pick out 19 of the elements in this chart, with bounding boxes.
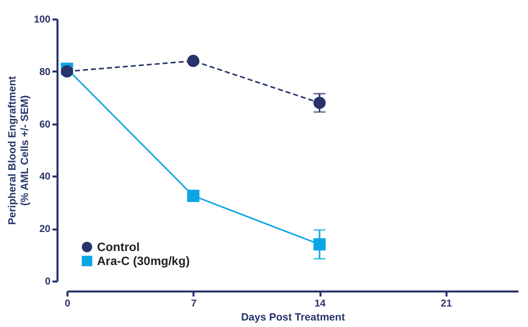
point: [187, 54, 200, 68]
y-tick-label: 40: [39, 172, 51, 183]
point: [60, 65, 74, 78]
point: [187, 190, 200, 202]
x-tick-label: 14: [314, 298, 326, 310]
y-tick-label: 0: [44, 276, 51, 288]
legend-label: Control: [97, 240, 140, 254]
y-tick-label: 60: [39, 119, 51, 130]
y-tick-label: 100: [34, 14, 51, 26]
point: [313, 238, 326, 250]
x-tick-label: 21: [440, 298, 452, 310]
legend-label: Ara-C (30mg/kg): [97, 254, 190, 268]
point: [313, 96, 326, 109]
y-tick-label: 80: [39, 66, 51, 78]
y-tick-label: 20: [39, 224, 51, 236]
x-tick-label: 7: [191, 298, 197, 310]
y-axis-title: Peripheral Blood Engraftment (% AML Cells +/- SEM): [6, 76, 31, 225]
x-axis-title: Days Post Treatment: [241, 312, 346, 324]
x-tick-label: 0: [64, 298, 71, 310]
